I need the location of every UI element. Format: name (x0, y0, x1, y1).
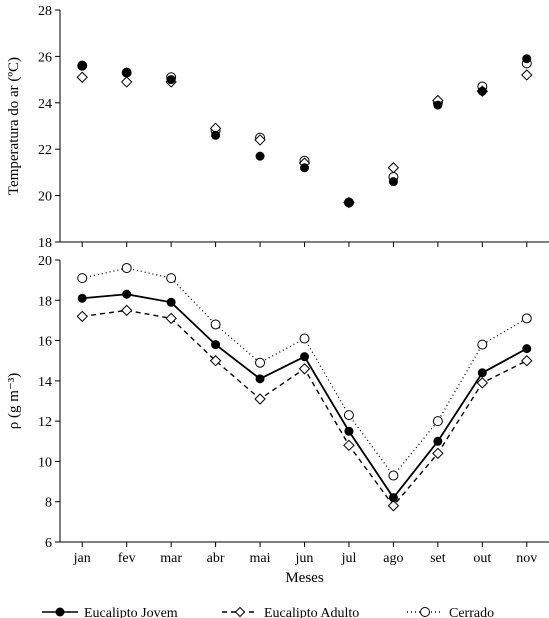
legend: Eucalipto Jovem Eucalipto Adulto Cerrado (42, 606, 494, 618)
x-tick-label: jan (73, 551, 91, 566)
top-chart: 18 20 22 24 26 28 Temperatura do ar (ºC) (6, 4, 549, 251)
bottom-chart-y-label: ρ (g m⁻³) (6, 373, 22, 430)
x-tick-label: mar (160, 551, 182, 566)
top-chart-ytick: 20 (38, 190, 52, 205)
top-chart-ytick: 28 (38, 4, 52, 19)
x-tick-label: mai (250, 551, 271, 566)
legend-label-jovem: Eucalipto Jovem (84, 606, 178, 618)
top-chart-ytick: 24 (38, 97, 52, 112)
x-tick-label: fev (118, 551, 136, 566)
legend-label-cerrado: Cerrado (449, 606, 494, 618)
x-tick-label: jun (295, 551, 314, 566)
x-tick-label: jul (341, 551, 357, 566)
bottom-chart: 6 8 10 12 14 16 18 20 jan fev mar abr mai jun jul ago se… (6, 254, 549, 566)
x-tick-label: out (473, 551, 491, 566)
top-chart-series-adulto (77, 70, 532, 208)
x-tick-label: ago (383, 551, 403, 566)
top-chart-ytick: 22 (38, 143, 52, 158)
top-chart-series-jovem (78, 54, 532, 207)
x-axis-label: Meses (285, 570, 323, 586)
x-tick-label: nov (516, 551, 537, 566)
bottom-chart-ytick: 14 (38, 375, 52, 390)
x-tick-label: abr (207, 551, 225, 566)
top-chart-ytick: 18 (38, 236, 52, 251)
top-chart-y-label: Temperatura do ar (ºC) (6, 57, 22, 195)
legend-label-adulto: Eucalipto Adulto (264, 606, 359, 618)
bottom-chart-ytick: 12 (38, 415, 52, 430)
bottom-chart-ytick: 6 (45, 536, 52, 551)
x-tick-label: set (430, 551, 446, 566)
bottom-chart-series-jovem (78, 290, 532, 502)
bottom-chart-ytick: 20 (38, 254, 52, 269)
bottom-chart-ytick: 16 (38, 335, 52, 350)
bottom-chart-ytick: 10 (38, 455, 52, 470)
top-chart-series-cerrado (78, 59, 532, 207)
bottom-chart-ytick: 8 (45, 496, 52, 511)
top-chart-ytick: 26 (38, 50, 52, 65)
bottom-chart-ytick: 18 (38, 294, 52, 309)
chart-container: 18 20 22 24 26 28 Temperatura do ar (ºC) 6 8 10 12… (0, 0, 549, 618)
